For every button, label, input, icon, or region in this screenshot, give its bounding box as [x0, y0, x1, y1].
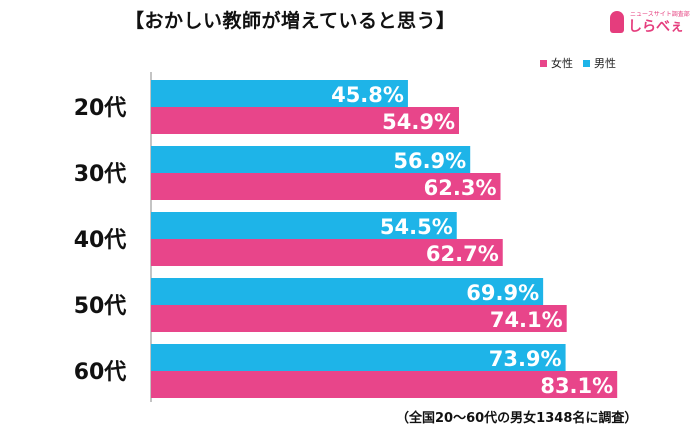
bar-female [151, 107, 459, 134]
legend-swatch-female [540, 59, 547, 67]
bar-female [151, 239, 503, 266]
bar-male [151, 278, 544, 305]
data-label-male: 69.9% [466, 281, 539, 305]
legend-item-male: 男性 [583, 55, 616, 71]
category-label: 60代 [74, 360, 127, 385]
chart-legend: 女性 男性 [540, 55, 616, 71]
bar-male [151, 212, 457, 239]
legend-swatch-male [583, 59, 590, 67]
bar-male [151, 146, 471, 173]
category-label: 30代 [74, 162, 127, 187]
chart-title: 【おかしい教師が増えていると思う】 [125, 10, 456, 32]
data-label-female: 74.1% [490, 308, 563, 332]
data-label-female: 83.1% [540, 374, 613, 398]
logo-mark-icon [610, 11, 624, 33]
bar-male [151, 80, 408, 107]
survey-footnote: （全国20～60代の男女1348名に調査） [396, 411, 638, 426]
brand-logo: ニュースサイト調査部 しらべぇ [608, 8, 690, 38]
data-label-male: 56.9% [393, 149, 466, 173]
bar-female [151, 173, 501, 200]
bar-female [151, 305, 567, 332]
data-label-male: 45.8% [331, 83, 404, 107]
logo-brand: しらべぇ [628, 19, 684, 35]
logo-tagline: ニュースサイト調査部 [630, 11, 690, 18]
category-label: 40代 [74, 228, 127, 253]
data-label-female: 54.9% [382, 110, 455, 134]
legend-label-female: 女性 [551, 57, 573, 70]
bar-female [151, 371, 618, 398]
category-label: 50代 [74, 294, 127, 319]
category-label: 20代 [74, 96, 127, 121]
data-label-female: 62.7% [426, 242, 499, 266]
data-label-male: 73.9% [489, 347, 562, 371]
bar-male [151, 344, 566, 371]
data-label-male: 54.5% [380, 215, 453, 239]
legend-label-male: 男性 [594, 57, 616, 70]
legend-item-female: 女性 [540, 55, 573, 71]
data-label-female: 62.3% [424, 176, 497, 200]
